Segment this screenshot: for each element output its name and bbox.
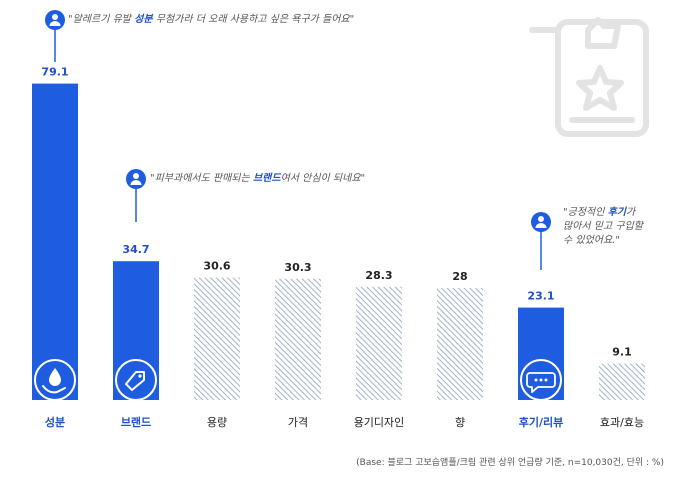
category-label: 브랜드	[121, 415, 151, 429]
value-label: 30.3	[284, 261, 311, 274]
category-label: 성분	[45, 415, 65, 429]
bar	[437, 288, 483, 400]
price-tag-icon	[115, 359, 157, 401]
speech-bubble-icon	[520, 359, 562, 401]
value-label: 28.3	[365, 269, 392, 282]
quote-callout-3: "긍정적인 후기가 많아서 믿고 구입할 수 있었어요."	[563, 206, 645, 246]
category-label: 효과/효능	[600, 416, 644, 429]
bar	[275, 278, 321, 400]
svg-text:"알레르기 유발 성분 무첨가라 더 오래 사용하고 싶은: "알레르기 유발 성분 무첨가라 더 오래 사용하고 싶은 욕구가 들어요"	[68, 13, 354, 25]
bar	[599, 363, 645, 400]
category-label: 향	[455, 416, 465, 429]
person-icon	[126, 169, 146, 189]
quote-callout-2: "피부과에서도 판매되는 브랜드여서 안심이 되네요"	[150, 172, 365, 184]
category-label: 가격	[288, 416, 308, 429]
bar	[32, 83, 78, 400]
value-label: 30.6	[203, 260, 230, 273]
value-label: 23.1	[527, 290, 554, 303]
hand-drop-icon	[34, 359, 76, 401]
quote-callout-1: "알레르기 유발 성분 무첨가라 더 오래 사용하고 싶은 욕구가 들어요"	[68, 13, 354, 25]
svg-text:수 있었어요.": 수 있었어요."	[563, 234, 620, 246]
value-label: 9.1	[612, 346, 632, 359]
person-icon	[45, 10, 65, 30]
category-label: 용량	[207, 416, 227, 429]
footnote: (Base: 블로그 고보습앰플/크림 관련 상위 언급량 기준, n=10,0…	[356, 458, 664, 468]
svg-text:"피부과에서도 판매되는 브랜드여서 안심이 되네요": "피부과에서도 판매되는 브랜드여서 안심이 되네요"	[150, 172, 365, 184]
svg-text:"긍정적인 후기가: "긍정적인 후기가	[563, 206, 637, 218]
value-label: 28	[452, 270, 467, 283]
bar	[356, 286, 402, 400]
value-label: 79.1	[41, 66, 68, 79]
person-icon	[531, 212, 551, 232]
bar	[194, 277, 240, 400]
category-label: 후기/리뷰	[519, 415, 564, 429]
value-label: 34.7	[122, 243, 149, 256]
review-document-icon	[529, 17, 649, 137]
svg-text:많아서 믿고 구입할: 많아서 믿고 구입할	[563, 220, 645, 232]
category-label: 용기디자인	[354, 416, 405, 429]
